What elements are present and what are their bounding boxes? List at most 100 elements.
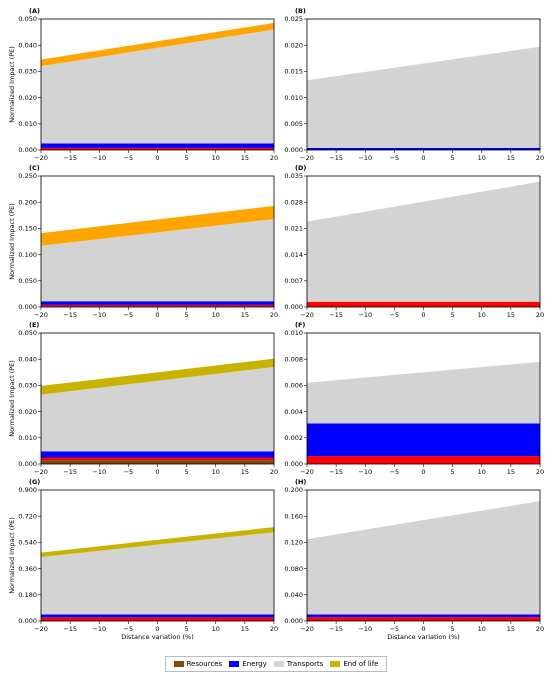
x-tick-label: −5 [390,468,400,476]
y-tick-label: 0.250 [18,172,37,180]
y-tick-label: 0.200 [284,486,303,494]
x-tick-label: −20 [300,311,314,319]
x-tick-label: 15 [507,625,515,633]
legend-item: End of life [330,660,378,668]
x-tick-label: −15 [63,154,77,162]
y-tick-label: 0.000 [18,303,37,311]
x-tick-label: −5 [390,154,400,162]
x-tick-label: −15 [329,468,343,476]
x-axis-label: Distance variation (%) [121,633,194,641]
x-tick-label: 20 [536,311,544,319]
x-tick-label: 20 [270,311,278,319]
x-tick-label: 10 [212,154,220,162]
panel-h: (H) 0.000 0.040 0.080 0.120 0.160 0.200 −20 −15 −… [284,478,544,641]
area-band [41,143,274,148]
y-tick-label: 0.080 [284,565,303,573]
y-tick-label: 0.000 [18,146,37,154]
area-band [307,456,540,464]
x-tick-label: −10 [92,311,106,319]
legend-label: End of life [343,660,379,668]
x-tick-label: 10 [478,154,486,162]
y-tick-label: 0.000 [18,617,37,625]
y-tick-label: 0.004 [284,408,303,416]
x-tick-label: 20 [270,154,278,162]
y-tick-label: 0.720 [18,512,37,520]
area-band [41,457,274,461]
y-tick-label: 0.020 [284,41,303,49]
y-tick-label: 0.002 [284,434,303,442]
x-tick-label: 0 [421,625,425,633]
y-tick-label: 0.040 [18,41,37,49]
area-band [41,29,274,144]
panel-label: (D) [295,164,306,172]
x-tick-label: 10 [212,625,220,633]
y-tick-label: 0.020 [18,408,37,416]
area-band [41,617,274,621]
y-axis-label: Normalized Impact (PE) [8,203,16,280]
panel-g: (G) 0.000 0.180 0.360 0.540 0.720 0.900 −20 −15 −… [8,478,278,641]
y-tick-label: 0.007 [284,277,303,285]
y-tick-label: 0.015 [284,68,303,76]
panel-label: (H) [295,478,306,486]
legend-swatch [273,661,284,667]
x-tick-label: 5 [451,625,455,633]
x-tick-label: −5 [390,625,400,633]
x-tick-label: −10 [92,468,106,476]
y-axis-label: Normalized Impact (PE) [8,517,16,594]
y-tick-label: 0.010 [284,94,303,102]
y-tick-label: 0.000 [284,303,303,311]
x-tick-label: 5 [185,311,189,319]
x-tick-label: −15 [329,311,343,319]
y-axis-label: Normalized Impact (PE) [8,46,16,123]
x-tick-label: 20 [536,625,544,633]
x-tick-label: −20 [300,154,314,162]
x-tick-label: −15 [63,625,77,633]
x-tick-label: −15 [63,468,77,476]
area-band [41,358,274,395]
y-tick-label: 0.000 [18,460,37,468]
y-tick-label: 0.000 [284,146,303,154]
x-tick-label: 15 [507,468,515,476]
x-tick-label: 5 [451,311,455,319]
y-tick-label: 0.040 [18,355,37,363]
y-tick-label: 0.050 [18,277,37,285]
x-tick-label: −10 [358,154,372,162]
y-tick-label: 0.014 [284,251,303,259]
x-tick-label: −10 [92,154,106,162]
panel-b: (B) 0.000 0.005 0.010 0.015 0.020 0.025 −20 −15 −… [284,7,544,162]
y-tick-label: 0.006 [284,382,303,390]
area-band [307,301,540,307]
area-band [41,367,274,452]
x-tick-label: 15 [241,468,249,476]
legend-label: Transports [286,660,324,668]
area-band [41,218,274,302]
x-tick-label: 5 [451,154,455,162]
legend: Resources Energy Transports End of life [165,656,387,672]
panel-e: (E) 0.000 0.010 0.020 0.030 0.040 0.050 −20 −15 −… [8,321,278,476]
x-tick-label: −5 [124,154,134,162]
legend-item: Transports [273,660,324,668]
x-tick-label: 15 [241,154,249,162]
x-tick-label: 10 [478,625,486,633]
x-tick-label: 5 [451,468,455,476]
x-tick-label: 10 [212,468,220,476]
y-tick-label: 0.005 [284,120,303,128]
y-tick-label: 0.021 [284,225,303,233]
x-tick-label: 15 [507,154,515,162]
x-axis-label: Distance variation (%) [387,633,460,641]
area-band [41,532,274,615]
y-tick-label: 0.030 [18,382,37,390]
legend-swatch [330,661,341,667]
x-tick-label: 0 [155,625,159,633]
area-band [41,205,274,246]
legend-item: Energy [229,660,267,668]
panel-label: (F) [295,321,305,329]
area-band [41,147,274,150]
y-tick-label: 0.000 [284,460,303,468]
panel-f: (F) 0.000 0.002 0.004 0.006 0.008 0.010 −20 −15 −… [284,321,544,476]
legend-swatch [173,661,184,667]
x-tick-label: 10 [478,468,486,476]
y-tick-label: 0.900 [18,486,37,494]
area-band [41,527,274,557]
y-tick-label: 0.008 [284,355,303,363]
